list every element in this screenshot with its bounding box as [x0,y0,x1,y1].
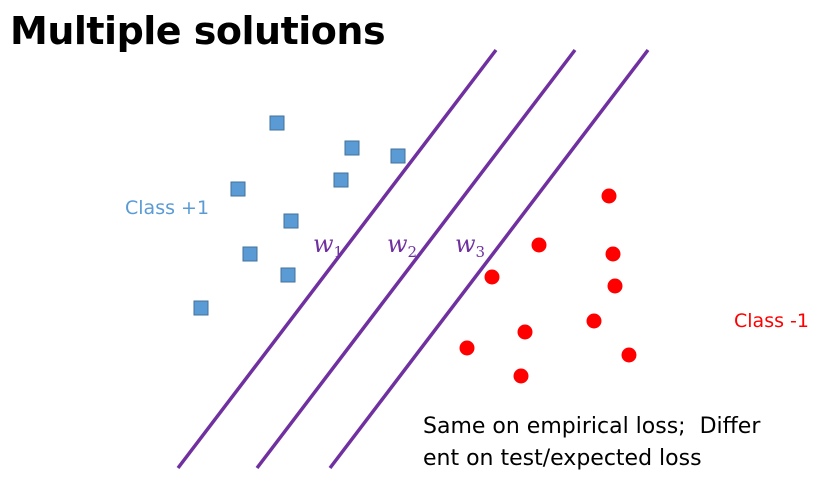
class-pos-point [333,172,349,188]
class-pos-point [390,148,406,164]
caption-line-2: ent on test/expected loss [423,446,702,471]
class-neg-points [459,188,637,384]
class-pos-point [193,300,209,316]
weight-label-w1: w1 [313,230,343,261]
class-neg-point [621,347,637,363]
class-neg-point [484,269,500,285]
decision-boundaries [176,48,650,470]
class-pos-point [344,140,360,156]
class-neg-point [601,188,617,204]
class-neg-point [459,340,475,356]
class-neg-point [605,246,621,262]
boundary-w1 [176,48,498,470]
class-pos-point [269,115,285,131]
weight-label-w2: w2 [387,230,417,261]
slide-title: Multiple solutions [10,9,386,53]
weight-label-w3: w3 [455,230,485,261]
caption: Same on empirical loss; Differ ent on te… [423,411,823,475]
w1-symbol: w [313,230,334,258]
class-pos-points [193,115,406,316]
caption-line-1: Same on empirical loss; Differ [423,414,761,439]
boundary-w3 [328,48,650,470]
class-neg-label: Class -1 [734,310,809,332]
w2-symbol: w [387,230,408,258]
class-neg-point [531,237,547,253]
class-pos-point [230,181,246,197]
class-pos-label: Class +1 [125,197,210,219]
class-neg-point [513,368,529,384]
weight-labels: w1 w2 w3 [313,230,485,261]
w3-symbol: w [455,230,476,258]
class-pos-point [280,267,296,283]
class-neg-point [517,324,533,340]
w1-subscript: 1 [334,243,344,261]
class-pos-point [283,213,299,229]
boundary-w2 [255,48,577,470]
w2-subscript: 2 [408,243,418,261]
class-neg-point [607,278,623,294]
class-neg-point [586,313,602,329]
w3-subscript: 3 [476,243,486,261]
class-pos-point [242,246,258,262]
